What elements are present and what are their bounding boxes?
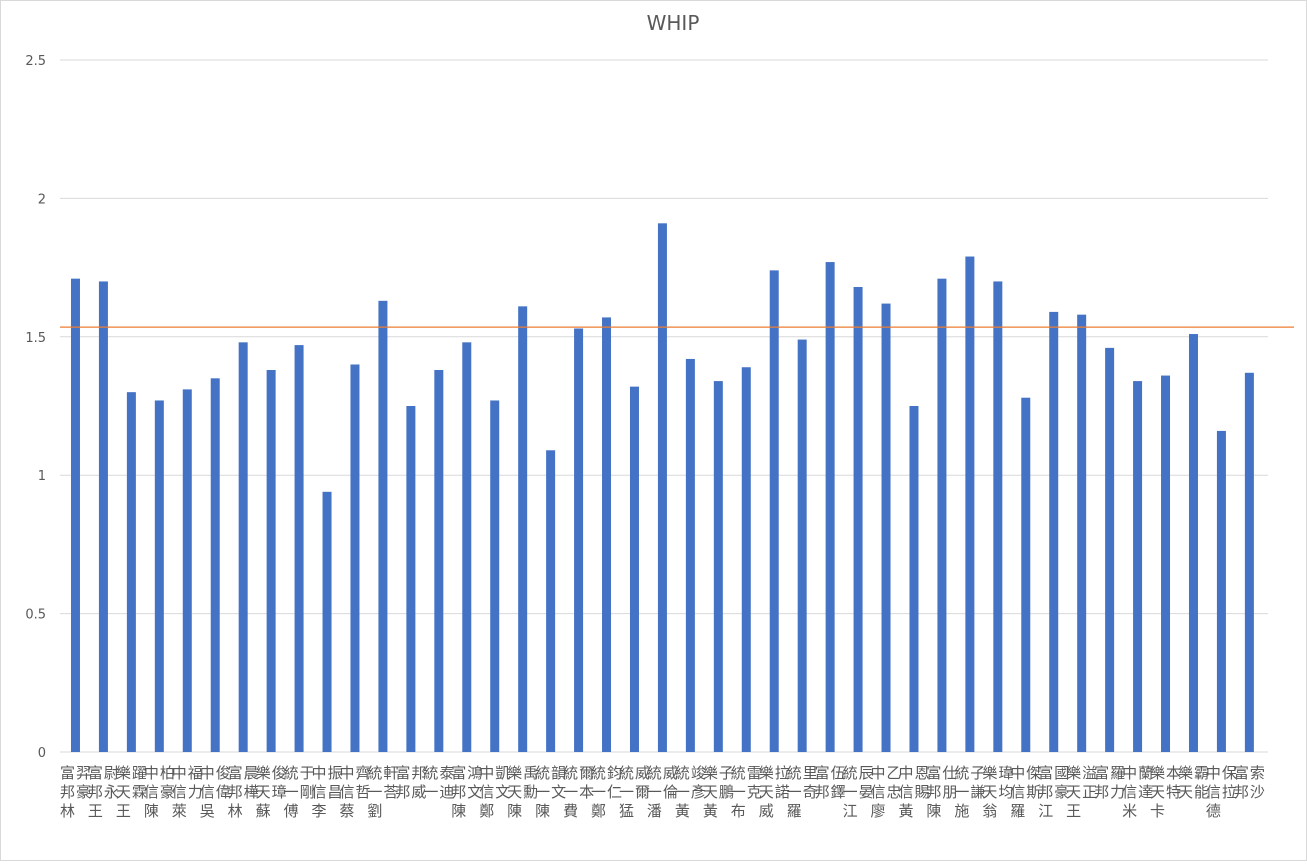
x-tick-label: 樂天翁瑋均 bbox=[982, 764, 1013, 820]
bar bbox=[518, 306, 528, 752]
x-tick-label: 富邦伍鐸 bbox=[815, 764, 846, 801]
x-tick-label: 中信廖乙忠 bbox=[871, 764, 902, 820]
bar bbox=[1021, 397, 1031, 752]
bar bbox=[685, 358, 695, 752]
bar bbox=[406, 406, 416, 752]
bars bbox=[70, 223, 1254, 752]
x-tick-label: 富邦邦威 bbox=[395, 764, 426, 801]
x-tick-label: 樂天王躍霖 bbox=[116, 764, 147, 820]
x-tick-label: 中信李振昌 bbox=[312, 764, 343, 820]
x-tick-label: 統一黃竣彥 bbox=[675, 764, 706, 820]
bar bbox=[1188, 334, 1198, 752]
bar bbox=[434, 370, 444, 752]
bar bbox=[546, 450, 556, 752]
x-tick-label: 中信黃恩賜 bbox=[898, 764, 929, 820]
x-tick-label: 統一江辰晏 bbox=[843, 764, 874, 820]
bar bbox=[909, 406, 919, 752]
x-tick-label: 富邦索沙 bbox=[1234, 764, 1265, 801]
x-tick-label: 中信陳柏豪 bbox=[144, 764, 175, 820]
x-tick-label: 富邦羅力 bbox=[1094, 764, 1125, 801]
bar bbox=[574, 328, 584, 752]
x-tick-label: 樂天卡本特 bbox=[1150, 764, 1181, 820]
bar bbox=[629, 386, 639, 752]
y-tick-label: 0.5 bbox=[25, 608, 46, 623]
bar bbox=[769, 270, 779, 752]
gridlines bbox=[60, 59, 1268, 753]
x-tick-label: 富邦林羿豪 bbox=[60, 764, 91, 820]
x-tick-label: 統一劉軒荅 bbox=[367, 764, 398, 820]
bar bbox=[154, 400, 164, 752]
x-tick-label: 中信萊福力 bbox=[172, 764, 203, 820]
bar bbox=[1216, 430, 1226, 752]
x-tick-label: 富邦王尉永 bbox=[88, 764, 119, 820]
x-tick-label: 統一泰迪 bbox=[423, 764, 454, 801]
x-tick-label: 統一羅里奇 bbox=[787, 764, 818, 820]
bar bbox=[853, 286, 863, 752]
x-tick-label: 統一施子謙 bbox=[954, 764, 985, 820]
x-tick-label: 富邦林晨樺 bbox=[228, 764, 259, 820]
bar bbox=[1105, 347, 1115, 752]
bar bbox=[657, 223, 667, 752]
y-tick-label: 0 bbox=[38, 746, 46, 761]
x-tick-label: 樂天威拉諾 bbox=[759, 764, 790, 820]
bar bbox=[238, 342, 248, 752]
y-tick-label: 1.5 bbox=[25, 331, 46, 346]
x-tick-label: 樂天陳禹勳 bbox=[507, 764, 538, 820]
bar bbox=[98, 281, 108, 752]
x-tick-label: 中信吳俊偉 bbox=[200, 764, 231, 820]
bar bbox=[741, 367, 751, 752]
bar bbox=[462, 342, 472, 752]
x-axis-tick-labels: 富邦林羿豪富邦王尉永樂天王躍霖中信陳柏豪中信萊福力中信吳俊偉富邦林晨樺樂天蘇俊璋… bbox=[60, 764, 1265, 820]
x-tick-label: 中信蔡齊哲 bbox=[339, 764, 370, 820]
x-tick-label: 中信羅傑斯 bbox=[1010, 764, 1041, 820]
x-tick-label: 富邦江國豪 bbox=[1038, 764, 1069, 820]
x-tick-label: 統一陳韻文 bbox=[535, 764, 566, 820]
x-tick-label: 樂天蘇俊璋 bbox=[256, 764, 287, 820]
bar bbox=[294, 345, 304, 752]
bar bbox=[70, 278, 80, 752]
x-tick-label: 樂天王溢正 bbox=[1066, 764, 1097, 820]
x-tick-label: 樂天霸能 bbox=[1178, 764, 1209, 801]
bar bbox=[965, 256, 975, 752]
x-tick-label: 樂天黃子鵬 bbox=[703, 764, 734, 820]
y-tick-label: 2.5 bbox=[25, 54, 46, 69]
chart-title: WHIP bbox=[647, 11, 700, 35]
bar bbox=[937, 278, 947, 752]
x-tick-label: 統一布雷克 bbox=[731, 764, 762, 820]
bar bbox=[1049, 311, 1059, 752]
bar bbox=[825, 262, 835, 752]
x-tick-label: 富邦陳仕朋 bbox=[926, 764, 957, 820]
bar bbox=[1244, 372, 1254, 752]
bar bbox=[490, 400, 500, 752]
bar bbox=[713, 381, 723, 752]
x-tick-label: 統一傅于剛 bbox=[284, 764, 315, 820]
y-tick-label: 2 bbox=[38, 192, 46, 207]
x-tick-label: 統一鄭鈞仁 bbox=[591, 764, 622, 820]
bar bbox=[1077, 314, 1087, 752]
bar bbox=[266, 370, 276, 752]
bar bbox=[210, 378, 220, 752]
x-tick-label: 富邦陳鴻文 bbox=[451, 764, 482, 820]
x-tick-label: 中信米蘭達 bbox=[1122, 764, 1153, 820]
x-tick-label: 中信德保拉 bbox=[1206, 764, 1237, 820]
x-tick-label: 統一費爾本 bbox=[563, 764, 594, 820]
bar bbox=[881, 303, 891, 752]
bar bbox=[602, 317, 612, 752]
bar bbox=[1161, 375, 1171, 752]
bar bbox=[797, 339, 807, 752]
bar bbox=[126, 392, 136, 752]
x-tick-label: 統一潘威倫 bbox=[647, 764, 678, 820]
bar bbox=[322, 491, 332, 752]
x-tick-label: 中信鄭凱文 bbox=[479, 764, 510, 820]
y-tick-label: 1 bbox=[38, 469, 46, 484]
bar bbox=[182, 389, 192, 752]
bar bbox=[350, 364, 360, 752]
bar bbox=[993, 281, 1003, 752]
y-axis-tick-labels: 0 0.5 1 1.5 2 2.5 bbox=[25, 54, 46, 761]
x-tick-label: 統一猛威爾 bbox=[619, 764, 650, 820]
bar bbox=[1133, 381, 1143, 752]
bar bbox=[378, 300, 388, 752]
